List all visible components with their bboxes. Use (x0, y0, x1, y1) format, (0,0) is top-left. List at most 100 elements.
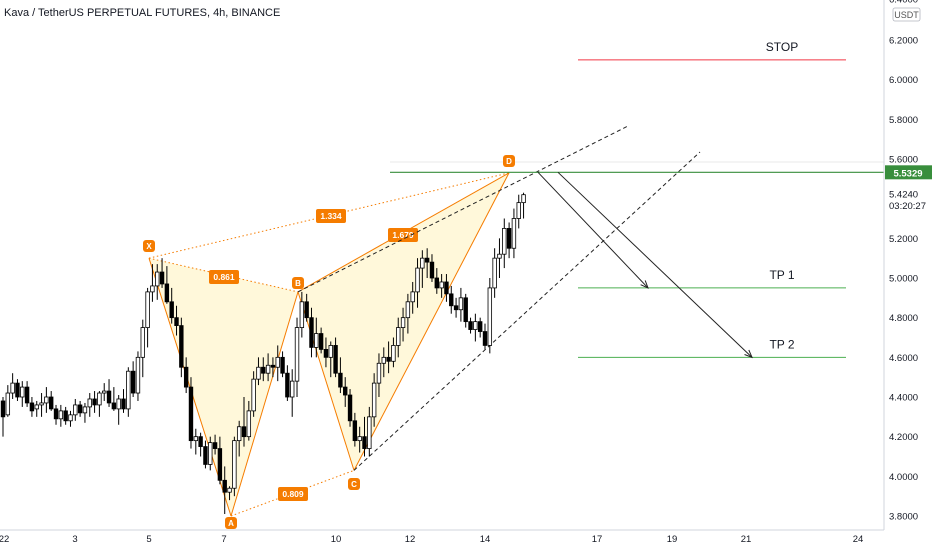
candle-body (318, 333, 324, 350)
candle-body (145, 291, 150, 328)
ratio-box (316, 209, 346, 223)
time-tick-label: 3 (72, 534, 77, 545)
candle-body (29, 402, 35, 412)
point-label-b: B (295, 279, 301, 288)
candle-body (357, 436, 362, 442)
candle-body (386, 356, 391, 362)
candle-body (164, 283, 170, 303)
time-tick-label: 5 (146, 534, 151, 545)
candle-body (420, 257, 425, 269)
candle-body (140, 327, 145, 358)
candle-body (367, 416, 372, 449)
candle-body (511, 218, 517, 249)
price-axis[interactable]: 6.2000 6.0000 5.8000 5.6000 5.2000 5.0000 4.80… (883, 0, 932, 550)
candle-body (502, 228, 507, 255)
point-box-d (503, 155, 515, 167)
level-lines[interactable]: STOP TP 1 TP 2 (390, 40, 884, 359)
candle-body (0, 400, 6, 418)
candle-body (280, 356, 285, 374)
channel-lines[interactable] (297, 125, 701, 471)
ratio-label: 0.809 (282, 489, 304, 499)
candle-body (453, 305, 459, 311)
candle-body (49, 396, 54, 410)
price-tick-label: 4.2000 (889, 432, 918, 443)
candle-body (251, 378, 256, 412)
candle-body (468, 321, 473, 330)
candle-body (203, 446, 208, 465)
candle-body (275, 356, 280, 368)
candle-body (439, 281, 444, 289)
point-label-a: A (228, 519, 234, 528)
candle-body (227, 487, 232, 493)
candle-body (352, 420, 358, 442)
time-tick-label: 10 (331, 534, 342, 545)
ratio-box (209, 270, 239, 284)
level-label-tp-1: TP 1 (769, 268, 794, 282)
price-tick-label: 4.8000 (889, 313, 918, 324)
candle-body (212, 442, 218, 449)
time-tick-label: 24 (853, 534, 864, 545)
time-tick-label: 12 (405, 534, 416, 545)
candle-body (130, 370, 136, 394)
candle-body (77, 404, 83, 414)
candle-body (169, 301, 174, 319)
price-axis-bg (884, 0, 932, 550)
level-label-stop: STOP (766, 40, 798, 54)
candle-body (150, 285, 155, 293)
candle-body (410, 291, 415, 303)
time-axis[interactable]: 22 3 5 7 10 12 14 17 19 21 24 (0, 529, 884, 545)
point-box-x (143, 240, 155, 252)
candle-body (294, 327, 300, 382)
pattern-leg-cd (353, 172, 510, 471)
pattern-ratio-line-ac (230, 469, 355, 517)
candle-body (97, 392, 102, 406)
candle-body (92, 398, 97, 406)
candle-body (343, 386, 348, 396)
candle-body (39, 402, 44, 406)
pattern-fill-xab (149, 258, 298, 516)
point-label-x: X (146, 242, 152, 251)
candle-body (82, 406, 88, 414)
candle-body (246, 410, 252, 438)
candle-body (126, 370, 131, 410)
candle-body (256, 366, 261, 380)
point-box-a (225, 517, 237, 529)
candle-body (24, 386, 30, 404)
candle-body (285, 372, 290, 398)
ratio-box (278, 487, 308, 501)
candle-body (111, 402, 117, 410)
arrow-tp2 (557, 171, 753, 358)
pattern-leg-bc (297, 291, 355, 471)
candle-body (458, 297, 464, 311)
candle-body (10, 382, 15, 394)
candle-body (424, 257, 430, 263)
candle-body (376, 362, 382, 384)
candle-body (309, 317, 314, 348)
candle-body (482, 331, 488, 346)
candle-body (521, 194, 526, 204)
harmonic-pattern[interactable]: 1.334 0.861 1.679 0.809 X A B C D (143, 155, 515, 529)
candle-body (516, 202, 521, 219)
unit-label: USDT (894, 10, 919, 20)
price-tick-label: 4.6000 (889, 353, 918, 364)
candle-body (63, 410, 68, 422)
price-tick-label: 5.0000 (889, 274, 918, 285)
price-tick-label: 4.4000 (889, 393, 918, 404)
channel-upper-line (297, 125, 629, 293)
current-price-value: 5.5329 (893, 168, 922, 179)
ratio-label: 1.679 (392, 230, 414, 240)
candle-body (497, 253, 502, 259)
point-label-c: C (351, 480, 357, 489)
ratio-box (388, 228, 418, 242)
candle-body (338, 372, 343, 388)
candle-body (73, 404, 78, 416)
candle-body (444, 281, 449, 295)
candle-body (492, 257, 497, 289)
ratio-label: 0.861 (213, 272, 235, 282)
candle-body (68, 414, 73, 422)
candle-body (463, 297, 468, 323)
unit-badge (892, 7, 921, 22)
candle-body (102, 390, 107, 394)
candle-body (405, 301, 411, 319)
